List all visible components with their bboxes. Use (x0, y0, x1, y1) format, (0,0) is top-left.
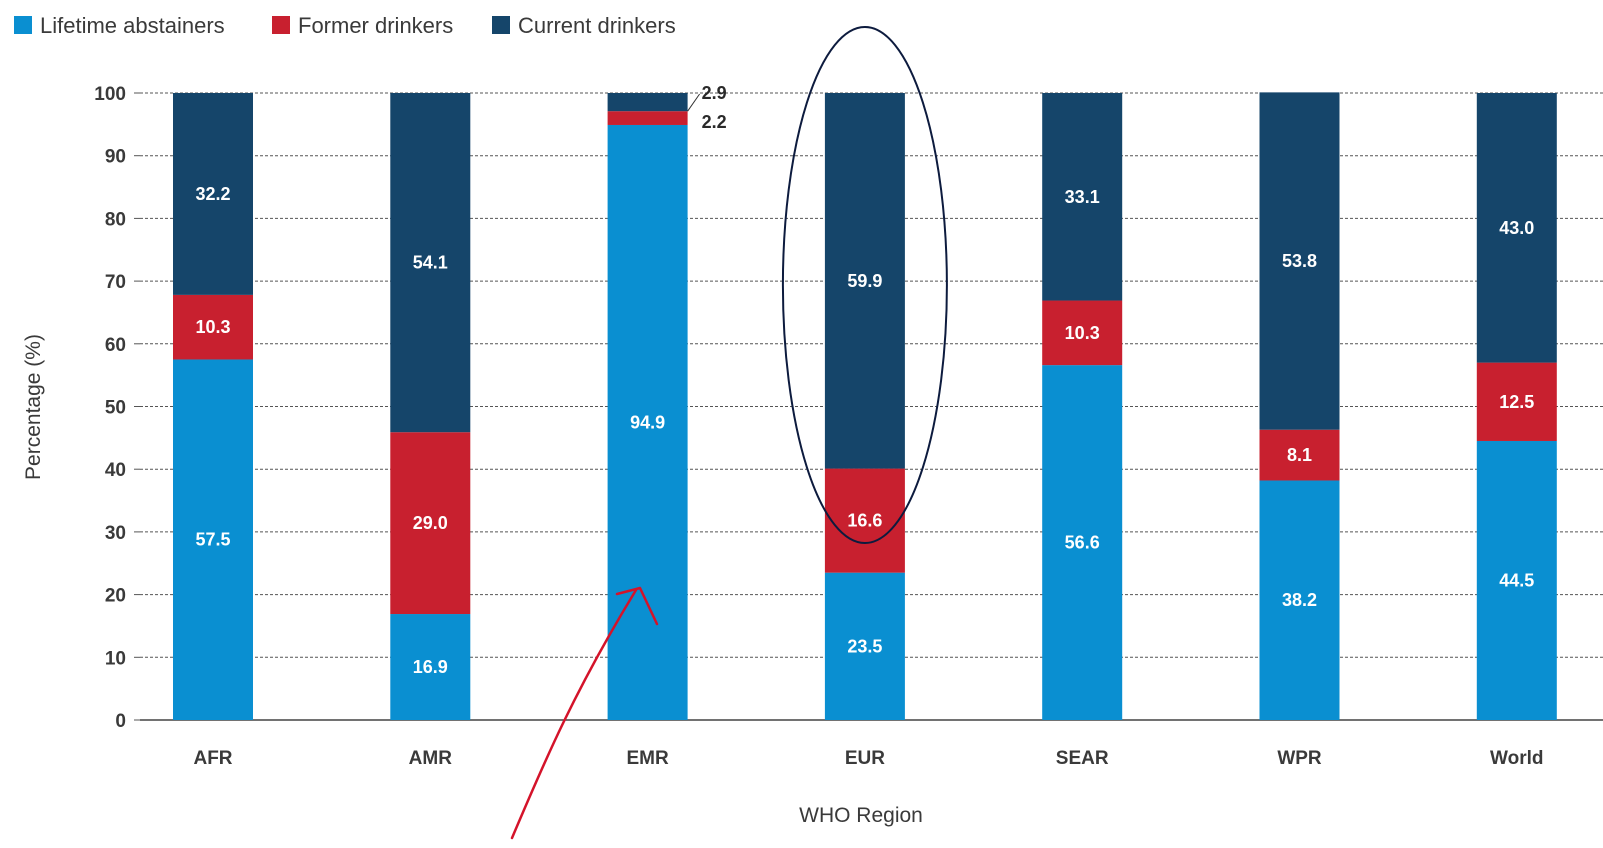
data-label-afr-lifetime-abstainers: 57.5 (195, 530, 230, 550)
data-label-sear-lifetime-abstainers: 56.6 (1065, 533, 1100, 553)
x-tick-label-wpr: WPR (1277, 748, 1322, 769)
data-label-emr-current-drinkers: 2.9 (702, 83, 727, 103)
bar-world-current-drinkers (1476, 93, 1557, 363)
bar-afr-former-drinkers (173, 294, 253, 360)
bar-sear-current-drinkers (1042, 93, 1123, 301)
y-tick-label-20: 20 (105, 586, 126, 607)
data-label-wpr-lifetime-abstainers: 38.2 (1282, 590, 1317, 610)
legend-label-former-drinkers: Former drinkers (298, 13, 453, 38)
bar-emr-lifetime-abstainers (607, 124, 688, 721)
legend-swatch-current-drinkers (492, 16, 510, 34)
legend-label-current-drinkers: Current drinkers (518, 13, 676, 38)
x-tick-label-afr: AFR (193, 748, 232, 769)
x-tick-label-amr: AMR (409, 748, 453, 769)
x-tick-label-sear: SEAR (1056, 748, 1109, 769)
legend-label-lifetime-abstainers: Lifetime abstainers (40, 13, 225, 38)
data-label-amr-current-drinkers: 54.1 (413, 253, 448, 273)
annotations (510, 26, 948, 840)
data-label-afr-current-drinkers: 32.2 (195, 184, 230, 204)
bar-amr-lifetime-abstainers (390, 614, 471, 720)
y-tick-label-50: 50 (105, 398, 126, 419)
x-axis-title: WHO Region (799, 804, 923, 827)
data-label-world-current-drinkers: 43.0 (1499, 218, 1534, 238)
bar-emr-current-drinkers (607, 93, 688, 112)
data-label-amr-former-drinkers: 29.0 (413, 513, 448, 533)
highlight-ellipse (781, 26, 948, 544)
data-label-eur-former-drinkers: 16.6 (847, 511, 882, 531)
data-label-emr-lifetime-abstainers: 94.9 (630, 412, 665, 432)
x-tick-label-emr: EMR (626, 748, 669, 769)
y-axis-title: Percentage (%) (22, 334, 45, 480)
y-tick-label-100: 100 (94, 84, 126, 105)
data-label-amr-lifetime-abstainers: 16.9 (413, 657, 448, 677)
y-tick-label-80: 80 (105, 209, 126, 230)
bar-wpr-former-drinkers (1259, 429, 1340, 481)
x-tick-label-eur: EUR (845, 748, 885, 769)
data-label-sear-current-drinkers: 33.1 (1065, 187, 1100, 207)
bar-emr-former-drinkers (607, 111, 688, 125)
bar-sear-lifetime-abstainers (1042, 365, 1123, 720)
leader-line-emr-current (687, 93, 701, 112)
legend-swatch-lifetime-abstainers (14, 16, 32, 34)
bar-eur-current-drinkers (824, 93, 905, 469)
data-label-wpr-former-drinkers: 8.1 (1287, 445, 1312, 465)
annotation-arrowhead (615, 586, 659, 626)
y-tick-label-30: 30 (105, 523, 126, 544)
data-label-world-former-drinkers: 12.5 (1499, 392, 1534, 412)
bar-eur-lifetime-abstainers (824, 572, 905, 720)
bar-wpr-lifetime-abstainers (1259, 480, 1340, 720)
bar-world-lifetime-abstainers (1476, 440, 1557, 720)
y-axis-ticks: 0 10 20 30 40 50 60 70 80 90 100 (94, 84, 140, 732)
x-tick-label-world: World (1490, 748, 1543, 769)
bar-afr-current-drinkers (173, 93, 253, 295)
y-tick-label-40: 40 (105, 460, 126, 481)
y-tick-label-60: 60 (105, 335, 126, 356)
bars: 57.5 10.3 32.2 16.9 29.0 54.1 94.9 2.2 2.9 23.5 16… (173, 83, 1557, 721)
bar-afr-lifetime-abstainers (173, 359, 253, 720)
y-tick-label-70: 70 (105, 272, 126, 293)
data-label-sear-former-drinkers: 10.3 (1065, 323, 1100, 343)
bar-eur-former-drinkers (824, 468, 905, 573)
bar-wpr-current-drinkers (1259, 92, 1340, 430)
data-label-emr-former-drinkers: 2.2 (702, 112, 727, 132)
bar-sear-former-drinkers (1042, 300, 1123, 366)
data-label-wpr-current-drinkers: 53.8 (1282, 251, 1317, 271)
annotation-arrow (510, 588, 638, 840)
y-tick-label-90: 90 (105, 147, 126, 168)
data-label-eur-current-drinkers: 59.9 (847, 271, 882, 291)
legend: Lifetime abstainers Former drinkers Curren… (14, 13, 676, 38)
bar-amr-former-drinkers (390, 432, 471, 615)
y-tick-label-0: 0 (115, 711, 126, 732)
x-axis-ticks: AFR AMR EMR EUR SEAR WPR World (193, 748, 1543, 769)
bar-amr-current-drinkers (390, 93, 471, 433)
data-label-eur-lifetime-abstainers: 23.5 (847, 636, 882, 656)
data-label-afr-former-drinkers: 10.3 (195, 317, 230, 337)
y-tick-label-10: 10 (105, 648, 126, 669)
legend-swatch-former-drinkers (272, 16, 290, 34)
bar-world-former-drinkers (1476, 362, 1557, 441)
data-label-world-lifetime-abstainers: 44.5 (1499, 570, 1534, 590)
